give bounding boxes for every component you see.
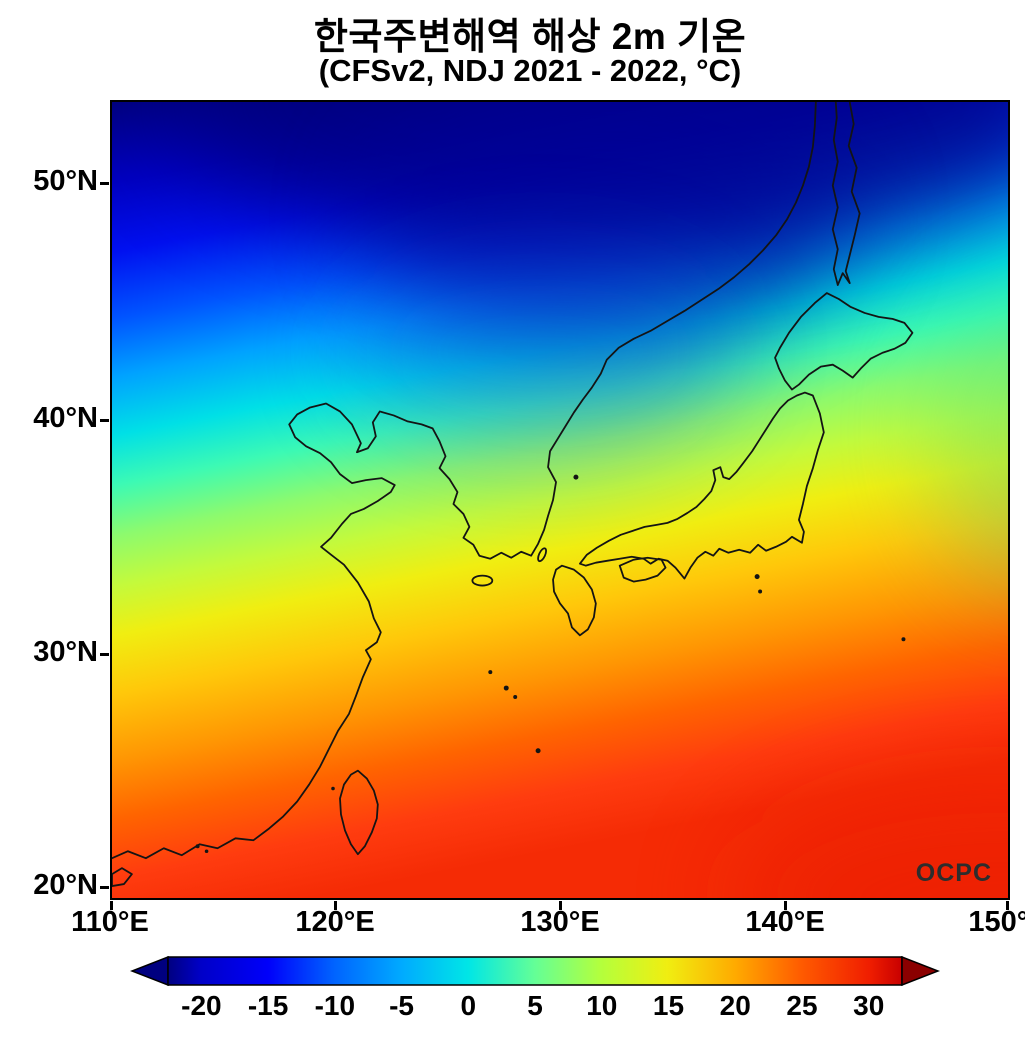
coastline-kyushu (552, 564, 597, 637)
island-amami-1 (503, 685, 509, 691)
colorbar-tick: 5 (527, 990, 543, 1021)
lon-tick-label-110e: 110°E (71, 906, 149, 938)
colorbar-tick: 0 (460, 990, 477, 1021)
lon-tick-mark (334, 901, 337, 910)
coastline-sakhalin (831, 102, 861, 286)
lat-tick-label-30n: 30°N (33, 636, 98, 668)
colorbar (129, 955, 941, 987)
coastlines (112, 102, 914, 887)
lat-tick-mark (100, 653, 109, 656)
colorbar-tick: -10 (314, 990, 356, 1021)
small-islands (195, 474, 906, 854)
lon-tick-mark (110, 901, 113, 910)
map-frame: OCPC (110, 100, 1010, 900)
colorbar-tick: -20 (181, 990, 222, 1021)
colorbar-tick: -5 (389, 990, 415, 1021)
island-amami-2 (513, 695, 518, 699)
island-izu-1 (754, 574, 760, 580)
island-ulleung (573, 474, 579, 480)
lat-tick-mark (100, 419, 109, 422)
coastline-shikoku (618, 556, 667, 583)
island-tsushima (537, 547, 547, 563)
lon-tick-label-150e: 150°E (968, 906, 1025, 938)
temperature-anomalies (171, 102, 1008, 898)
colorbar-tick: -15 (247, 990, 289, 1021)
temperature-map (112, 102, 1008, 898)
lon-tick-label-130e: 130°E (520, 906, 600, 938)
warm-patch-east (928, 278, 1008, 582)
colorbar-tick: 15 (652, 990, 685, 1021)
coastline-hokkaido (774, 292, 914, 391)
colorbar-gradient (129, 955, 941, 987)
colorbar-tick: 20 (719, 990, 751, 1021)
island-jeju (471, 574, 494, 587)
lat-tick-label-40n: 40°N (33, 402, 98, 434)
lon-tick-mark (784, 901, 787, 910)
lat-tick-mark (100, 886, 109, 889)
lat-tick-label-50n: 50°N (33, 165, 98, 197)
island-hongkong-1 (195, 844, 200, 849)
lat-tick-mark (100, 182, 109, 185)
coastline-hainan-corner (112, 867, 133, 887)
colorbar-tick: 25 (786, 990, 818, 1021)
coastline-honshu (579, 391, 825, 580)
lon-tick-mark (1006, 901, 1009, 910)
watermark: OCPC (915, 859, 992, 887)
chart-title: 한국주변해역 해상 2m 기온 (313, 16, 747, 57)
island-tokara (488, 670, 493, 675)
colorbar-bar (167, 956, 903, 986)
chart-subtitle: (CFSv2, NDJ 2021 - 2022, °C) (318, 53, 742, 88)
colorbar-tick-labels: -20 -15 -10 -5 0 5 10 15 20 25 30 (168, 990, 902, 1022)
colorbar-arrow-right (901, 955, 941, 987)
lon-tick-mark (559, 901, 562, 910)
cold-tongue-japan-sea (340, 251, 740, 451)
island-hachijo (901, 637, 906, 642)
island-izu-2 (758, 589, 763, 594)
coastline-china-korea-russia (112, 102, 817, 860)
island-hongkong-2 (204, 849, 209, 854)
island-penghu (331, 786, 335, 791)
colorbar-tick: 10 (586, 990, 618, 1021)
warm-core-south (729, 778, 1008, 898)
coastline-taiwan (339, 769, 379, 856)
colorbar-tick: 30 (853, 990, 885, 1021)
island-okinawa (535, 748, 541, 754)
colorbar-arrow-left (129, 955, 169, 987)
lat-tick-label-20n: 20°N (33, 869, 98, 901)
lon-tick-label-120e: 120°E (295, 906, 375, 938)
lon-tick-label-140e: 140°E (745, 906, 825, 938)
